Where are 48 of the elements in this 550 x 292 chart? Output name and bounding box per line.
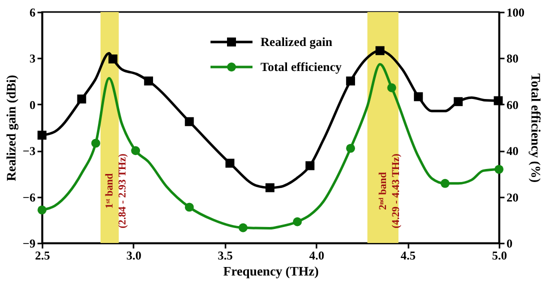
point	[454, 97, 463, 106]
point	[346, 144, 356, 153]
x-axis-title: Frequency (THz)	[223, 264, 319, 278]
x-tick-label: 4.5	[400, 248, 416, 262]
point	[108, 54, 118, 64]
y-tick-label: 0	[30, 98, 36, 112]
point	[184, 202, 194, 212]
legend-label: Realized gain	[260, 35, 332, 49]
y-axis-title: Realized gain (dBi)	[4, 74, 19, 182]
point	[265, 183, 274, 192]
legend-label: Total efficiency	[260, 60, 342, 74]
band-label: 2ⁿᵈ band (4.29 - 4.43 THz)	[378, 153, 402, 228]
point	[131, 146, 140, 156]
point	[494, 96, 503, 106]
y2-tick-label: 40	[506, 144, 518, 158]
point	[184, 117, 194, 126]
x-tick-label: 4.0	[309, 248, 324, 262]
y-tick-label: −9	[22, 236, 36, 250]
point	[225, 158, 234, 168]
y2-tick-label: 20	[506, 190, 518, 204]
point	[91, 138, 100, 148]
x-tick-label: 5.0	[492, 248, 507, 262]
y-tick-label: −3	[22, 144, 36, 158]
y2-tick-label: 0	[506, 236, 512, 250]
y2-tick-label: 100	[506, 6, 524, 20]
point	[292, 217, 302, 226]
point	[414, 92, 423, 102]
point	[306, 161, 314, 170]
y2-tick-label: 60	[506, 98, 518, 112]
point	[38, 130, 46, 140]
point	[387, 83, 396, 92]
y2-tick-label: 80	[506, 52, 518, 66]
y-tick-label: 6	[30, 6, 36, 20]
point	[38, 206, 46, 214]
y2-axis-title: Total efficiency (%)	[528, 73, 544, 183]
point	[77, 94, 86, 104]
band-label: 1ˢᵗ band (2.84 - 2.93 THz)	[104, 153, 129, 228]
point	[144, 76, 154, 86]
y-tick-label: −6	[22, 190, 36, 204]
x-tick-label: 3.5	[218, 248, 233, 262]
point	[494, 164, 504, 174]
x-tick-label: 3.0	[126, 248, 142, 262]
point	[376, 46, 384, 56]
y-tick-label: 3	[30, 52, 36, 66]
x-tick-label: 2.5	[35, 248, 50, 262]
point	[440, 178, 450, 188]
point	[346, 76, 356, 86]
point	[238, 223, 248, 232]
